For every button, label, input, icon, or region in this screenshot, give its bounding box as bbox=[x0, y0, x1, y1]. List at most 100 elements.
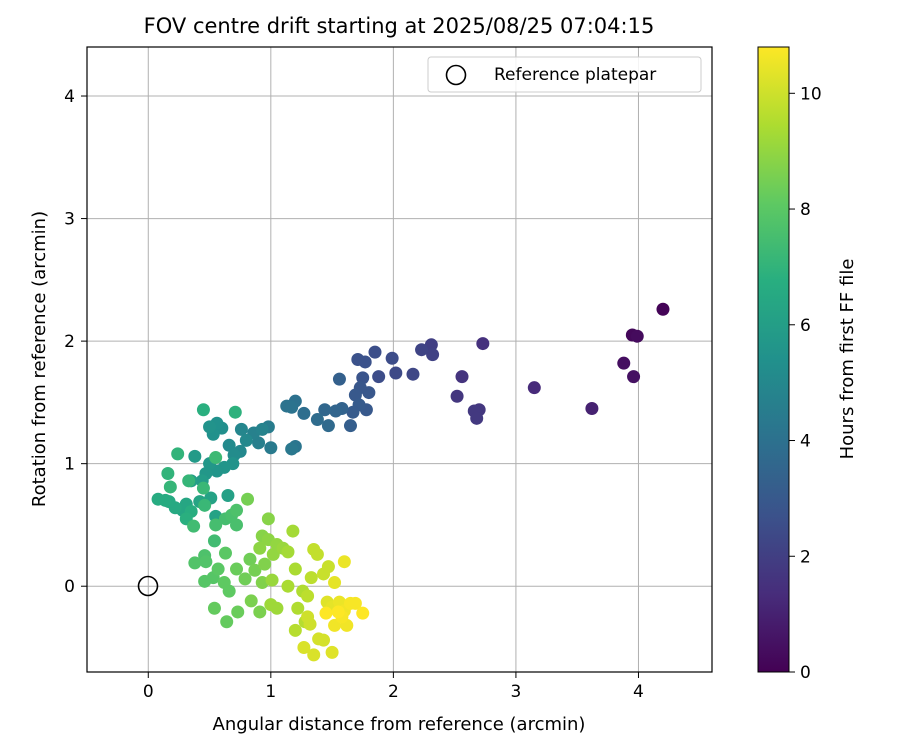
data-point bbox=[389, 366, 403, 380]
data-point bbox=[288, 623, 302, 637]
data-point bbox=[255, 422, 269, 436]
data-point bbox=[317, 633, 331, 647]
data-point bbox=[163, 480, 177, 494]
data-point bbox=[325, 645, 339, 659]
data-point bbox=[304, 571, 318, 585]
data-point bbox=[266, 547, 280, 561]
data-point bbox=[310, 413, 324, 427]
grid-lines bbox=[87, 47, 712, 672]
data-point bbox=[248, 563, 262, 577]
y-axis-label: Rotation from reference (arcmin) bbox=[29, 211, 50, 507]
y-tick-label: 4 bbox=[64, 87, 75, 107]
data-point bbox=[231, 605, 245, 619]
chart-title: FOV centre drift starting at 2025/08/25 … bbox=[144, 14, 655, 38]
data-point bbox=[258, 557, 272, 571]
data-point bbox=[470, 411, 484, 425]
data-point bbox=[307, 648, 321, 662]
data-point bbox=[151, 492, 165, 506]
y-axis-ticks: 0 1 2 3 4 bbox=[64, 87, 87, 597]
data-point bbox=[241, 492, 255, 506]
data-point bbox=[255, 576, 269, 590]
data-point bbox=[285, 400, 299, 414]
data-point bbox=[281, 545, 295, 559]
colorbar: 0 2 4 6 8 10 Hours from first FF file bbox=[757, 46, 858, 683]
data-point bbox=[182, 474, 196, 488]
x-tick-label: 1 bbox=[265, 682, 276, 702]
data-point bbox=[303, 617, 317, 631]
data-points bbox=[151, 302, 670, 662]
data-point bbox=[424, 338, 438, 352]
data-point bbox=[270, 601, 284, 615]
data-point bbox=[187, 519, 201, 533]
data-point bbox=[627, 370, 641, 384]
colorbar-tick-label: 10 bbox=[800, 84, 822, 104]
colorbar-tick-label: 2 bbox=[800, 547, 811, 567]
data-point bbox=[220, 615, 234, 629]
data-point bbox=[585, 402, 599, 416]
data-point bbox=[291, 601, 305, 615]
colorbar-tick-label: 8 bbox=[800, 200, 811, 220]
y-tick-label: 3 bbox=[64, 210, 75, 230]
colorbar-tick-label: 0 bbox=[800, 663, 811, 683]
data-point bbox=[230, 518, 244, 532]
data-point bbox=[356, 371, 370, 385]
data-point bbox=[476, 337, 490, 351]
data-point bbox=[244, 594, 258, 608]
data-point bbox=[415, 343, 429, 357]
data-point bbox=[329, 404, 343, 418]
data-point bbox=[211, 562, 225, 576]
data-point bbox=[346, 405, 360, 419]
data-point bbox=[328, 576, 342, 590]
data-point bbox=[406, 367, 420, 381]
data-point bbox=[221, 489, 235, 503]
data-point bbox=[527, 381, 541, 395]
data-point bbox=[171, 447, 185, 461]
x-tick-label: 2 bbox=[388, 682, 399, 702]
legend-box bbox=[427, 56, 702, 93]
data-point bbox=[218, 546, 232, 560]
data-point bbox=[253, 605, 267, 619]
data-point bbox=[285, 442, 299, 456]
data-point bbox=[188, 449, 202, 463]
colorbar-label: Hours from first FF file bbox=[837, 259, 858, 460]
data-point bbox=[222, 438, 236, 452]
plot-frame bbox=[86, 46, 713, 673]
data-point bbox=[372, 370, 386, 384]
legend-entry-label: Reference platepar bbox=[494, 65, 656, 85]
data-point bbox=[297, 406, 311, 420]
data-point bbox=[196, 403, 210, 417]
data-point bbox=[230, 562, 244, 576]
legend-marker-icon bbox=[445, 64, 467, 86]
data-point bbox=[286, 524, 300, 538]
data-point bbox=[348, 596, 362, 610]
colorbar-tick-label: 4 bbox=[800, 432, 811, 452]
data-point bbox=[328, 618, 342, 632]
data-point bbox=[368, 345, 382, 359]
data-point bbox=[253, 541, 267, 555]
data-point bbox=[351, 353, 365, 366]
data-point bbox=[356, 606, 370, 620]
data-point bbox=[234, 422, 248, 436]
legend: Reference platepar bbox=[427, 56, 702, 93]
x-axis-label: Angular distance from reference (arcmin) bbox=[213, 714, 586, 735]
data-point bbox=[281, 579, 295, 593]
data-point bbox=[617, 356, 631, 370]
data-point bbox=[252, 436, 266, 450]
data-point bbox=[261, 512, 275, 526]
data-point bbox=[207, 534, 221, 548]
data-point bbox=[222, 584, 236, 598]
y-tick-label: 1 bbox=[64, 455, 75, 475]
data-point bbox=[337, 555, 351, 569]
data-point bbox=[455, 370, 469, 384]
data-point bbox=[630, 329, 644, 343]
data-point bbox=[450, 389, 464, 403]
data-point bbox=[288, 562, 302, 576]
data-point bbox=[319, 606, 333, 620]
data-point bbox=[310, 547, 324, 561]
x-tick-label: 4 bbox=[633, 682, 644, 702]
data-point bbox=[243, 552, 257, 566]
x-tick-label: 3 bbox=[511, 682, 522, 702]
data-point bbox=[321, 419, 335, 433]
data-point bbox=[318, 403, 332, 417]
x-tick-label: 0 bbox=[143, 682, 154, 702]
